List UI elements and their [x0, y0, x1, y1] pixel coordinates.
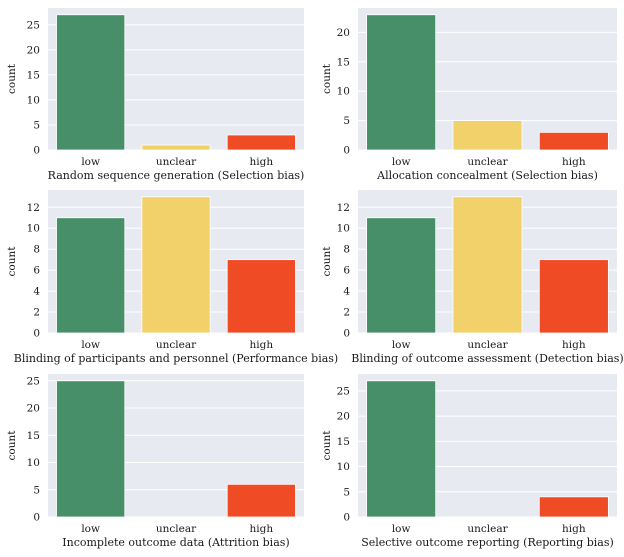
y-tick-label: 20: [27, 44, 40, 56]
y-tick-label: 10: [337, 223, 350, 235]
chart-panel-4: 0 2 4 6 8 10 12 low unclear high count Blinding of …: [321, 190, 624, 365]
y-tick-label: 6: [343, 265, 350, 277]
y-tick-label: 15: [337, 56, 350, 68]
bar-unclear: [452, 196, 523, 334]
y-tick-label: 10: [27, 223, 40, 235]
y-axis-label: count: [321, 430, 333, 461]
y-tick-label: 5: [33, 484, 40, 496]
y-tick-label: 12: [27, 202, 40, 214]
y-tick-label: 8: [33, 244, 40, 256]
x-axis-label: Blinding of participants and personnel (…: [14, 352, 338, 365]
y-tick-label: 15: [27, 69, 40, 81]
chart-panel-2: 0 5 10 15 20 low unclear high count Allocation co…: [321, 8, 617, 182]
y-axis-label: count: [6, 430, 18, 461]
x-tick-label: low: [392, 339, 411, 351]
y-tick-label: 4: [33, 286, 40, 298]
x-tick-label: unclear: [156, 156, 197, 168]
y-tick-label: 25: [337, 385, 350, 397]
x-tick-label: unclear: [156, 523, 197, 535]
bar-low: [56, 380, 126, 518]
y-tick-label: 4: [343, 286, 350, 298]
bar-unclear: [141, 196, 211, 334]
x-tick-label: low: [392, 156, 411, 168]
x-tick-label: unclear: [156, 339, 197, 351]
x-axis-label: Random sequence generation (Selection bi…: [48, 169, 305, 182]
y-tick-label: 5: [343, 486, 350, 498]
y-tick-label: 10: [27, 94, 40, 106]
chart-panel-5: 0 5 10 15 20 25 low unclear high count Incomplete …: [6, 374, 304, 549]
y-tick-label: 12: [337, 202, 350, 214]
bar-high: [226, 483, 296, 518]
x-tick-label: high: [562, 523, 586, 535]
bar-low: [366, 14, 437, 151]
y-tick-label: 0: [343, 512, 350, 524]
x-tick-label: low: [392, 523, 411, 535]
x-tick-label: high: [250, 339, 274, 351]
y-tick-label: 15: [337, 436, 350, 448]
y-tick-label: 10: [337, 86, 350, 98]
bar-low: [366, 380, 437, 518]
x-axis-label: Allocation concealment (Selection bias): [376, 169, 598, 182]
bar-unclear: [452, 120, 523, 151]
y-tick-label: 8: [343, 244, 350, 256]
y-axis-label: count: [6, 246, 18, 277]
y-tick-label: 20: [337, 411, 350, 423]
y-tick-label: 5: [33, 119, 40, 131]
x-tick-label: low: [81, 156, 100, 168]
chart-panel-3: 0 2 4 6 8 10 12 low unclear high count Blinding of …: [6, 190, 338, 365]
y-tick-label: 2: [33, 307, 40, 319]
bar-low: [56, 14, 126, 151]
bar-low: [56, 217, 126, 334]
y-tick-label: 25: [27, 375, 40, 387]
y-axis-label: count: [321, 63, 333, 94]
x-axis-label: Blinding of outcome assessment (Detectio…: [351, 352, 623, 365]
y-tick-label: 20: [337, 27, 350, 39]
y-tick-label: 2: [343, 307, 350, 319]
x-tick-label: high: [562, 156, 586, 168]
x-tick-label: high: [250, 523, 274, 535]
x-tick-label: high: [562, 339, 586, 351]
y-tick-label: 5: [343, 115, 350, 127]
x-tick-label: low: [81, 339, 100, 351]
y-tick-label: 0: [33, 328, 40, 340]
y-tick-label: 10: [337, 461, 350, 473]
x-tick-label: unclear: [467, 339, 508, 351]
y-tick-label: 10: [27, 457, 40, 469]
x-axis-label: Incomplete outcome data (Attrition bias): [62, 536, 289, 549]
bar-unclear: [141, 144, 211, 151]
x-tick-label: unclear: [467, 156, 508, 168]
bar-high: [226, 259, 296, 334]
y-tick-label: 0: [33, 512, 40, 524]
y-tick-label: 15: [27, 430, 40, 442]
y-tick-label: 0: [33, 145, 40, 157]
bar-high: [226, 134, 296, 151]
x-tick-label: high: [250, 156, 274, 168]
y-axis-label: count: [6, 63, 18, 94]
bar-high: [538, 496, 609, 518]
y-tick-label: 6: [33, 265, 40, 277]
bar-high: [538, 259, 609, 334]
bar-low: [366, 217, 437, 334]
y-tick-label: 20: [27, 403, 40, 415]
x-tick-label: unclear: [467, 523, 508, 535]
x-axis-label: Selective outcome reporting (Reporting b…: [361, 536, 614, 549]
y-tick-label: 25: [27, 19, 40, 31]
bar-high: [538, 131, 609, 151]
chart-panel-1: 0 5 10 15 20 25 low unclear high count Random sequ…: [6, 8, 304, 182]
y-tick-label: 0: [343, 328, 350, 340]
y-tick-label: 0: [343, 145, 350, 157]
x-tick-label: low: [81, 523, 100, 535]
chart-panel-6: 0 5 10 15 20 25 low unclear high count Selective o…: [321, 374, 617, 549]
y-axis-label: count: [321, 246, 333, 277]
